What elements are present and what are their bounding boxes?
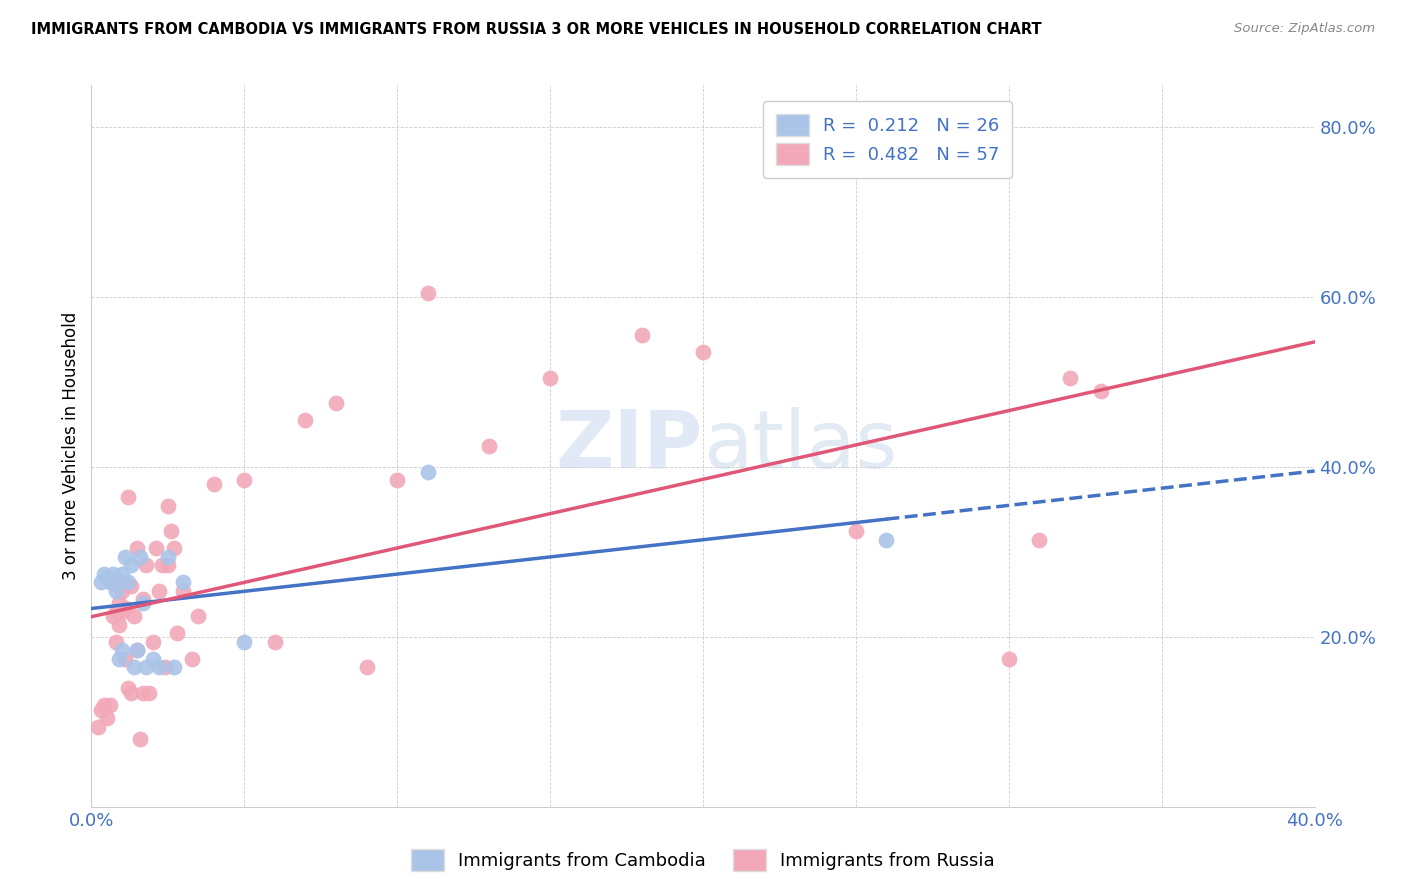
Point — [148, 660, 170, 674]
Point — [416, 465, 439, 479]
Point — [111, 643, 134, 657]
Point — [1028, 533, 1050, 547]
Point — [135, 660, 157, 674]
Point — [108, 596, 131, 610]
Point — [325, 396, 347, 410]
Point — [135, 558, 157, 572]
Point — [101, 566, 124, 581]
Point — [153, 660, 176, 674]
Point — [538, 371, 561, 385]
Point — [117, 490, 139, 504]
Point — [202, 477, 225, 491]
Point — [233, 473, 256, 487]
Point — [181, 651, 204, 665]
Point — [163, 660, 186, 674]
Point — [264, 634, 287, 648]
Point — [166, 626, 188, 640]
Point — [172, 574, 194, 589]
Point — [96, 711, 118, 725]
Point — [122, 660, 145, 674]
Point — [129, 732, 152, 747]
Point — [86, 719, 108, 733]
Point — [111, 583, 134, 598]
Point — [127, 643, 149, 657]
Text: atlas: atlas — [703, 407, 897, 485]
Point — [104, 634, 127, 648]
Point — [120, 685, 142, 699]
Point — [127, 541, 149, 555]
Point — [114, 549, 136, 564]
Point — [93, 698, 115, 713]
Point — [111, 566, 134, 581]
Point — [356, 660, 378, 674]
Point — [104, 571, 127, 585]
Text: IMMIGRANTS FROM CAMBODIA VS IMMIGRANTS FROM RUSSIA 3 OR MORE VEHICLES IN HOUSEHO: IMMIGRANTS FROM CAMBODIA VS IMMIGRANTS F… — [31, 22, 1042, 37]
Point — [101, 574, 124, 589]
Point — [117, 681, 139, 696]
Y-axis label: 3 or more Vehicles in Household: 3 or more Vehicles in Household — [62, 312, 80, 580]
Point — [111, 605, 134, 619]
Point — [104, 583, 127, 598]
Point — [129, 549, 152, 564]
Point — [187, 609, 209, 624]
Point — [101, 609, 124, 624]
Point — [631, 328, 654, 343]
Legend: Immigrants from Cambodia, Immigrants from Russia: Immigrants from Cambodia, Immigrants fro… — [404, 842, 1002, 879]
Point — [90, 702, 112, 716]
Point — [98, 698, 121, 713]
Point — [127, 643, 149, 657]
Text: Source: ZipAtlas.com: Source: ZipAtlas.com — [1234, 22, 1375, 36]
Point — [108, 617, 131, 632]
Point — [172, 583, 194, 598]
Point — [416, 285, 439, 300]
Point — [294, 413, 316, 427]
Point — [141, 634, 163, 648]
Point — [156, 549, 179, 564]
Point — [233, 634, 256, 648]
Point — [148, 583, 170, 598]
Point — [108, 651, 131, 665]
Point — [156, 499, 179, 513]
Point — [132, 685, 155, 699]
Point — [117, 574, 139, 589]
Point — [145, 541, 167, 555]
Point — [138, 685, 160, 699]
Point — [160, 524, 183, 538]
Point — [114, 600, 136, 615]
Point — [875, 533, 898, 547]
Point — [120, 558, 142, 572]
Point — [93, 566, 115, 581]
Point — [96, 571, 118, 585]
Point — [141, 651, 163, 665]
Point — [132, 592, 155, 607]
Point — [114, 651, 136, 665]
Point — [845, 524, 868, 538]
Point — [122, 609, 145, 624]
Point — [478, 439, 501, 453]
Text: ZIP: ZIP — [555, 407, 703, 485]
Point — [1090, 384, 1112, 398]
Point — [98, 574, 121, 589]
Point — [120, 579, 142, 593]
Point — [104, 605, 127, 619]
Point — [163, 541, 186, 555]
Point — [385, 473, 409, 487]
Point — [150, 558, 173, 572]
Point — [132, 596, 155, 610]
Point — [998, 651, 1021, 665]
Point — [90, 574, 112, 589]
Point — [1059, 371, 1081, 385]
Legend: R =  0.212   N = 26, R =  0.482   N = 57: R = 0.212 N = 26, R = 0.482 N = 57 — [763, 101, 1012, 178]
Point — [156, 558, 179, 572]
Point — [692, 345, 714, 359]
